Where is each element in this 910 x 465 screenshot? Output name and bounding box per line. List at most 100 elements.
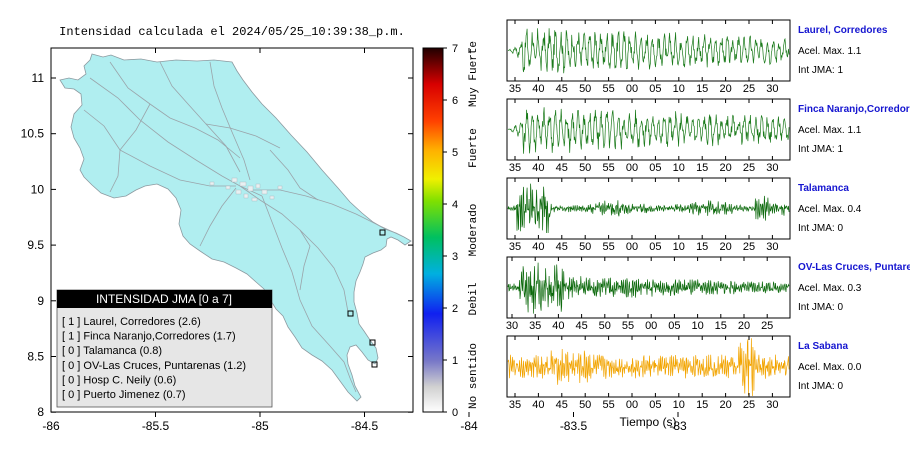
station-max-accel: Acel. Max. 0.3	[798, 283, 862, 294]
map-y-tick-label: 11	[32, 71, 45, 85]
time-axis-label: Tiempo (s)	[620, 415, 677, 429]
station-panel: 35 40 45 50 55 00 05 10 15 20 25 30 Laurel, Corredor…	[506, 19, 888, 95]
waveform-tick-label: 30	[766, 399, 778, 411]
map-x-tick-label: -83.5	[560, 419, 588, 433]
legend-header	[57, 290, 272, 308]
waveform-tick-label: 15	[696, 241, 708, 253]
waveform-tick-label: 00	[626, 162, 638, 174]
waveform-tick-label: 15	[696, 162, 708, 174]
waveform-trace	[507, 338, 790, 397]
waveform-tick-label: 30	[506, 320, 518, 332]
colorbar-gradient	[422, 47, 444, 413]
waveform-tick-label: 25	[743, 399, 755, 411]
map-x-tick-label: -83	[669, 419, 687, 433]
legend-background	[56, 289, 273, 408]
waveform-tick-label: 00	[626, 399, 638, 411]
waveform-tick-label: 55	[602, 162, 614, 174]
map-y-axis: 11 10.5 10 9.5 9 8.5 8	[21, 71, 413, 419]
waveform-tick-label: 50	[599, 320, 611, 332]
station-name: OV-Las Cruces, Puntarenas	[798, 262, 910, 273]
waveform-tick-label: 10	[691, 320, 703, 332]
waveform-tick-label: 20	[719, 241, 731, 253]
map-x-tick-label: -85	[251, 419, 269, 433]
waveform-tick-label: 20	[719, 162, 731, 174]
waveform-tick-label: 05	[668, 320, 680, 332]
station-panel: 35 40 45 50 55 00 05 10 15 20 25 30 Finca Naranjo,Co…	[506, 98, 910, 174]
map-x-tick-label: -86	[42, 419, 60, 433]
waveform-tick-label: 05	[649, 162, 661, 174]
waveform-tick-label: 10	[673, 399, 685, 411]
waveform-tick-label: 15	[696, 399, 708, 411]
waveform-tick-label: 50	[579, 399, 591, 411]
station-max-accel: Acel. Max. 0.4	[798, 204, 862, 215]
waveform-tick-label: 45	[556, 241, 568, 253]
waveform-trace	[507, 262, 790, 314]
waveform-tick-label: 55	[602, 399, 614, 411]
station-max-accel: Acel. Max. 1.1	[798, 125, 862, 136]
map-y-tick-label: 8	[37, 405, 44, 419]
waveform-tick-label: 05	[649, 241, 661, 253]
waveform-tick-label: 05	[649, 399, 661, 411]
legend-item: [ 0 ] Talamanca (0.8)	[62, 345, 162, 357]
colorbar-category-label: Moderado	[468, 204, 480, 257]
station-markers	[347, 229, 386, 368]
waveform-tick-label: 00	[626, 83, 638, 95]
waveform-tick-label: 25	[743, 83, 755, 95]
station-jma-intensity: Int JMA: 1	[798, 144, 843, 155]
map-x-tick-label: -84	[460, 419, 478, 433]
waveform-tick-label: 40	[552, 320, 564, 332]
station-max-accel: Acel. Max. 1.1	[798, 46, 862, 57]
colorbar-tick-label: 2	[452, 303, 458, 315]
legend-item: [ 1 ] Finca Naranjo,Corredores (1.7)	[62, 331, 236, 343]
map-x-tick-label: -85.5	[142, 419, 170, 433]
waveform-tick-label: 15	[715, 320, 727, 332]
colorbar-tick-label: 4	[452, 199, 458, 211]
waveform-tick-label: 40	[532, 83, 544, 95]
map-y-tick-label: 8.5	[27, 350, 44, 364]
waveform-tick-label: 10	[673, 241, 685, 253]
waveform-tick-label: 10	[673, 162, 685, 174]
costa-rica-landmass	[59, 53, 412, 402]
waveform-tick-label: 25	[743, 162, 755, 174]
waveform-trace	[507, 28, 790, 74]
waveform-tick-label: 30	[766, 162, 778, 174]
waveform-tick-label: 35	[509, 399, 521, 411]
station-panel: 30 35 40 45 50 55 00 05 10 15 20 25 OV-Las Cruces, P…	[506, 256, 910, 332]
waveform-trace	[507, 183, 790, 234]
legend-title: INTENSIDAD JMA [0 a 7]	[96, 292, 232, 306]
station-name: Finca Naranjo,Corredores	[798, 104, 910, 115]
station-panel: 35 40 45 50 55 00 05 10 15 20 25 30 La Sabana Acel. M…	[506, 335, 862, 411]
waveform-tick-label: 20	[719, 83, 731, 95]
waveform-tick-label: 50	[579, 241, 591, 253]
waveform-tick-label: 10	[673, 83, 685, 95]
colorbar-tick-label: 6	[452, 95, 458, 107]
waveform-tick-label: 50	[579, 83, 591, 95]
waveform-tick-label: 35	[509, 241, 521, 253]
station-jma-intensity: Int JMA: 0	[798, 381, 843, 392]
station-name: Talamanca	[798, 183, 849, 194]
legend-item: [ 0 ] OV-Las Cruces, Puntarenas (1.2)	[62, 360, 246, 372]
intensity-legend: INTENSIDAD JMA [0 a 7] [ 1 ] Laurel, Cor…	[56, 289, 273, 408]
waveform-tick-label: 00	[626, 241, 638, 253]
station-name: La Sabana	[798, 341, 848, 352]
waveform-tick-label: 50	[579, 162, 591, 174]
colorbar-tick-label: 1	[452, 355, 458, 367]
colorbar-category-label: No sentido	[468, 343, 480, 409]
map-x-tick-label: -84.5	[351, 419, 379, 433]
waveform-tick-label: 45	[575, 320, 587, 332]
waveform-tick-label: 35	[529, 320, 541, 332]
map-title: Intensidad calculada el 2024/05/25_10:39…	[59, 25, 405, 39]
waveform-tick-label: 20	[738, 320, 750, 332]
station-jma-intensity: Int JMA: 1	[798, 65, 843, 76]
waveform-panels: 35 40 45 50 55 00 05 10 15 20 25 30 Laurel, Corredor…	[506, 19, 910, 411]
road-network	[83, 61, 403, 393]
colorbar-tick-label: 0	[452, 407, 458, 419]
station-jma-intensity: Int JMA: 0	[798, 302, 843, 313]
map-y-tick-label: 9	[37, 294, 44, 308]
map-frame	[50, 47, 414, 413]
waveform-tick-label: 20	[719, 399, 731, 411]
waveform-tick-label: 45	[556, 399, 568, 411]
legend-item: [ 0 ] Puerto Jimenez (0.7)	[62, 389, 186, 401]
